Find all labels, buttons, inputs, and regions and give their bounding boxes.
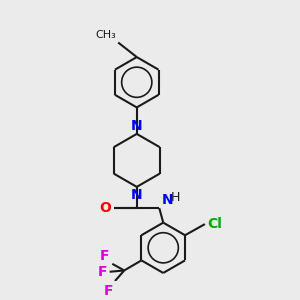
Text: Cl: Cl bbox=[207, 217, 222, 231]
Text: F: F bbox=[104, 284, 114, 298]
Text: O: O bbox=[99, 201, 111, 215]
Text: N: N bbox=[131, 188, 142, 202]
Text: N: N bbox=[131, 118, 142, 133]
Text: N: N bbox=[161, 193, 173, 207]
Text: CH₃: CH₃ bbox=[95, 30, 116, 40]
Text: F: F bbox=[100, 248, 110, 262]
Text: F: F bbox=[98, 265, 107, 279]
Text: H: H bbox=[170, 191, 180, 204]
